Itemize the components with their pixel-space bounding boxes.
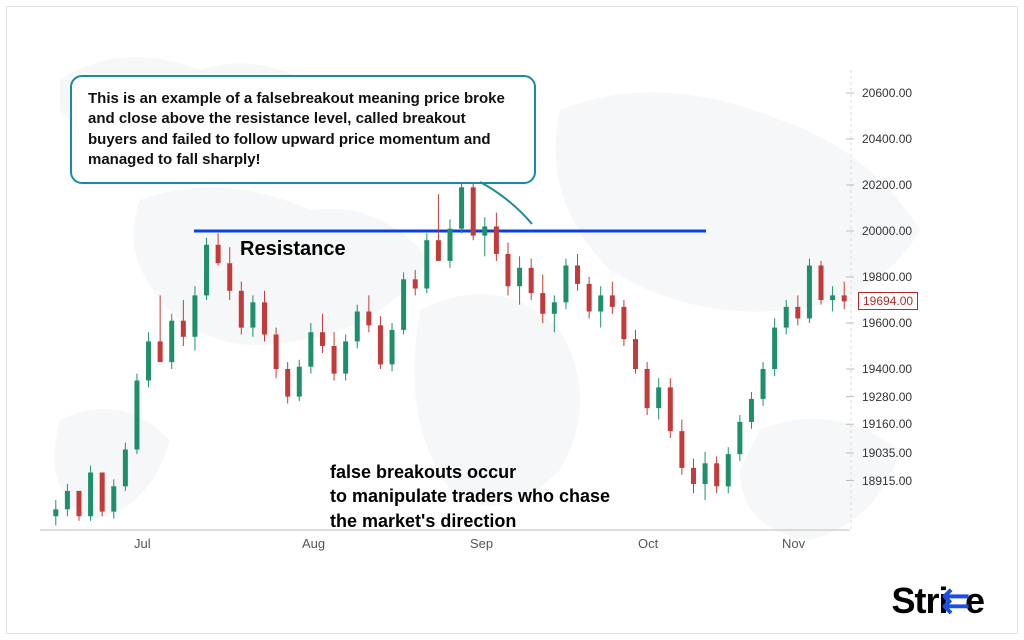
logo-pre: Stri <box>891 580 947 621</box>
y-axis-label: 20200.00 <box>862 178 912 192</box>
x-axis-label: Sep <box>470 536 493 551</box>
x-axis-label: Nov <box>782 536 805 551</box>
strike-logo: Stri⇇e <box>891 580 984 622</box>
y-axis-label: 20000.00 <box>862 224 912 238</box>
callout-text: This is an example of a falsebreakout me… <box>88 90 505 168</box>
y-axis-label: 20600.00 <box>862 86 912 100</box>
lower-text-line: false breakouts occur <box>330 460 610 484</box>
y-axis-label: 19800.00 <box>862 270 912 284</box>
logo-arrow-icon: ⇇ <box>941 581 969 621</box>
lower-text-line: to manipulate traders who chase <box>330 484 610 508</box>
y-axis-label: 19160.00 <box>862 417 912 431</box>
current-price-tag: 19694.00 <box>858 292 918 310</box>
lower-text-line: the market's direction <box>330 509 610 533</box>
x-axis-label: Oct <box>638 536 658 551</box>
chart-stage: 20600.00 20400.00 20200.00 20000.00 19800.00… <box>0 0 1024 640</box>
callout-box: This is an example of a falsebreakout me… <box>70 75 536 184</box>
y-axis-label: 19035.00 <box>862 446 912 460</box>
y-axis-label: 19280.00 <box>862 390 912 404</box>
y-axis-label: 19400.00 <box>862 362 912 376</box>
y-axis-label: 20400.00 <box>862 132 912 146</box>
lower-text: false breakouts occur to manipulate trad… <box>330 460 610 533</box>
y-axis-label: 18915.00 <box>862 474 912 488</box>
y-axis-label: 19600.00 <box>862 316 912 330</box>
x-axis-label: Aug <box>302 536 325 551</box>
x-axis-label: Jul <box>134 536 151 551</box>
resistance-label: Resistance <box>240 238 346 261</box>
